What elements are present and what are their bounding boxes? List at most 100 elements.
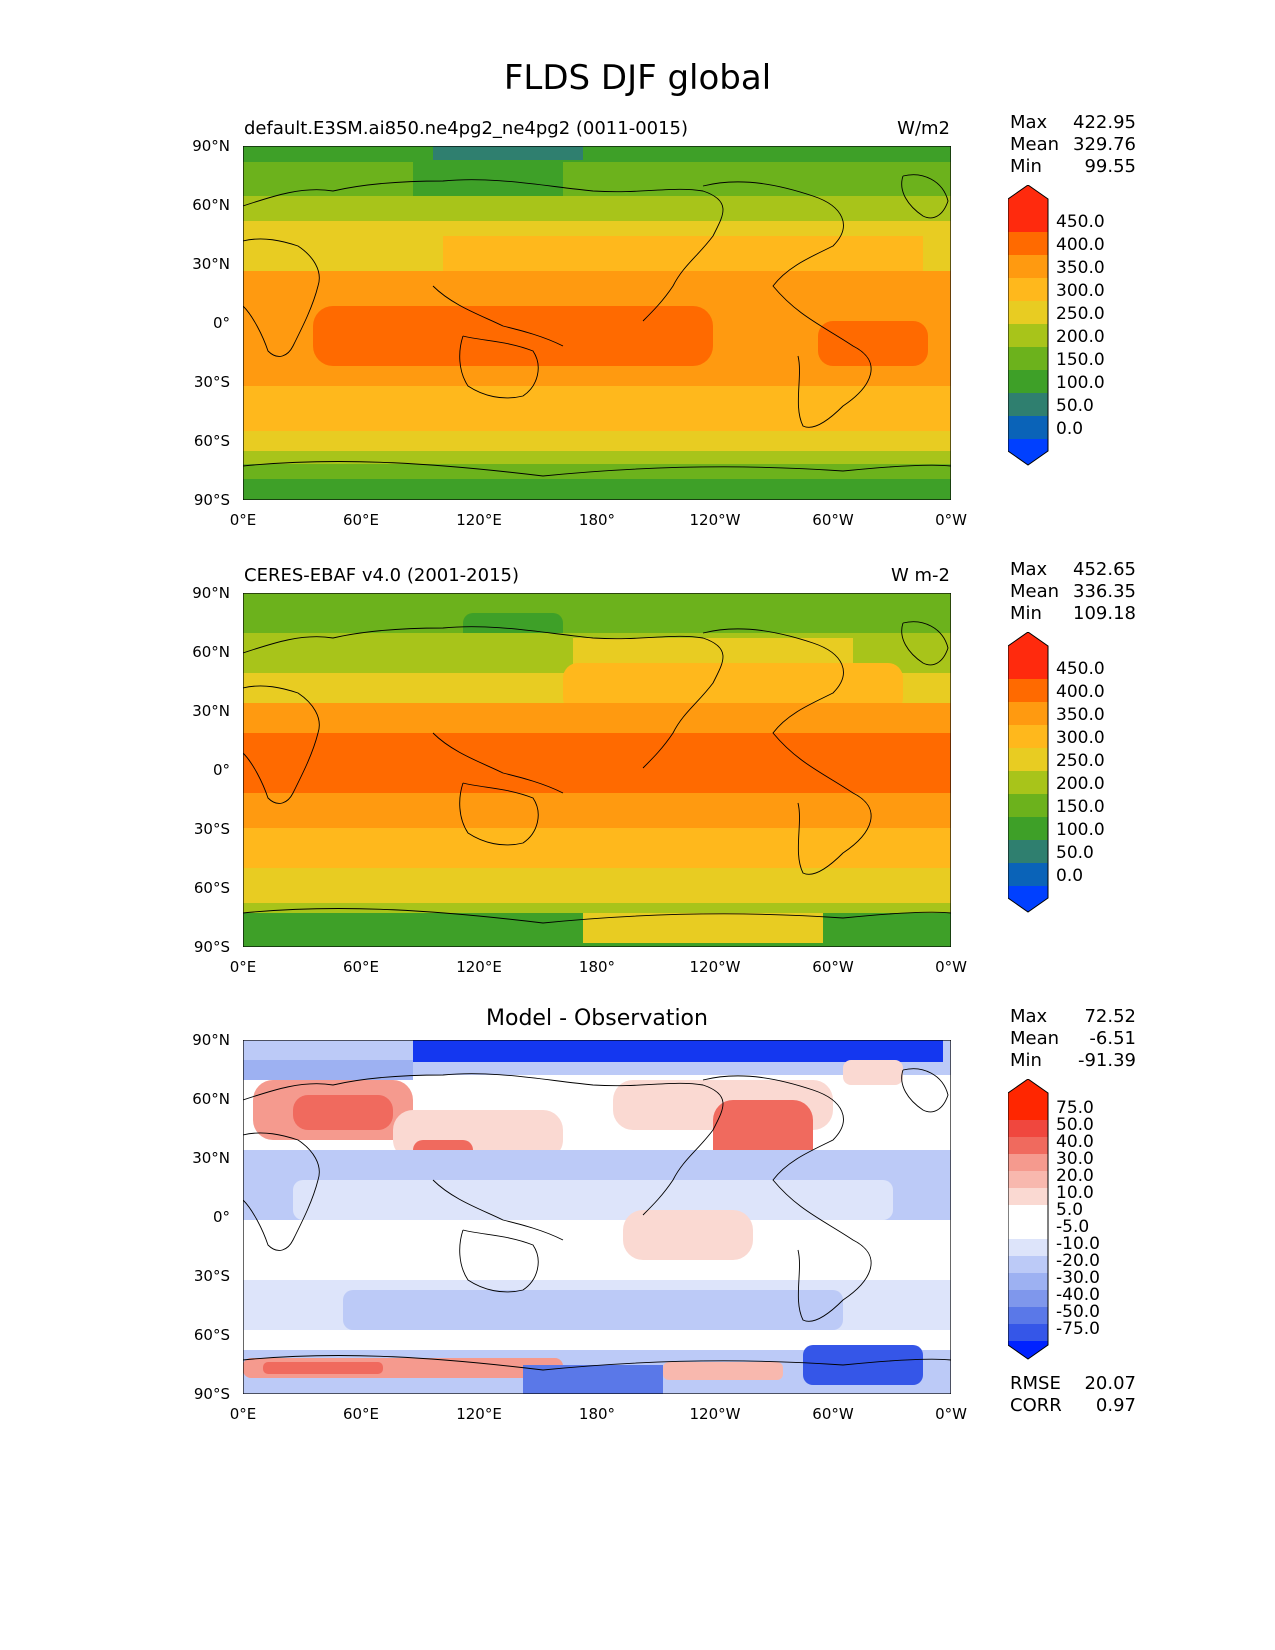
stat-value: 72.52	[1084, 1006, 1136, 1027]
panel2-units: W m-2	[890, 565, 950, 586]
lat-tick: 30°S	[193, 1267, 230, 1285]
lat-tick: 0°	[212, 761, 230, 779]
lat-tick: 60°S	[193, 432, 230, 450]
lat-tick: 90°S	[193, 938, 230, 956]
colorbar-label: 0.0	[1056, 866, 1084, 886]
metric-value: 0.97	[1095, 1395, 1136, 1416]
colorbar-label: 450.0	[1056, 212, 1105, 232]
lat-tick: 60°N	[192, 643, 230, 661]
colorbar-label: -5.0	[1056, 1217, 1090, 1237]
lon-tick: 0°E	[229, 1405, 257, 1423]
lat-tick: 90°S	[193, 491, 230, 509]
lat-tick: 90°N	[192, 1031, 230, 1049]
stat-label: Max	[1010, 112, 1048, 133]
stat-value: -91.39	[1077, 1050, 1136, 1071]
colorbar-label: 50.0	[1056, 396, 1094, 416]
stat-value: 452.65	[1073, 559, 1136, 580]
lat-tick: 60°S	[193, 879, 230, 897]
lat-tick: 60°S	[193, 1326, 230, 1344]
stat-label: Max	[1010, 559, 1048, 580]
lon-tick: 0°E	[229, 511, 257, 529]
colorbar-label: 250.0	[1056, 304, 1105, 324]
stat-label: Min	[1010, 603, 1042, 624]
lat-tick: 30°S	[193, 820, 230, 838]
colorbar-label: -30.0	[1056, 1268, 1100, 1288]
stat-value: 336.35	[1073, 581, 1136, 602]
colorbar-label: 0.0	[1056, 419, 1084, 439]
figure-title: FLDS DJF global	[503, 58, 772, 98]
lon-tick: 0°W	[935, 1405, 967, 1423]
colorbar-label: 200.0	[1056, 774, 1105, 794]
colorbar-label: 450.0	[1056, 659, 1105, 679]
colorbar-label: 10.0	[1056, 1183, 1094, 1203]
lon-tick: 180°	[578, 1405, 616, 1423]
lon-tick: 60°E	[342, 958, 380, 976]
lon-tick: 120°E	[456, 511, 502, 529]
lon-tick: 60°W	[812, 958, 854, 976]
colorbar-label: -75.0	[1056, 1319, 1100, 1339]
lat-tick: 60°N	[192, 1090, 230, 1108]
lon-tick: 120°E	[456, 958, 502, 976]
lon-tick: 60°E	[342, 511, 380, 529]
lon-tick: 60°E	[342, 1405, 380, 1423]
stat-label: Mean	[1010, 134, 1060, 155]
stat-value: 109.18	[1073, 603, 1136, 624]
panel1-units: W/m2	[897, 118, 950, 139]
panel2-left-title: CERES-EBAF v4.0 (2001-2015)	[244, 565, 520, 586]
metric-label: RMSE	[1010, 1373, 1061, 1394]
lat-tick: 0°	[212, 1208, 230, 1226]
colorbar-label: 30.0	[1056, 1149, 1094, 1169]
lon-tick: 60°W	[812, 511, 854, 529]
coastlines	[243, 1068, 951, 1371]
stat-label: Mean	[1010, 581, 1060, 602]
panel1-map	[243, 146, 951, 500]
stat-label: Min	[1010, 156, 1042, 177]
panel2-colorbar	[1008, 632, 1049, 913]
panel1-left-title: default.E3SM.ai850.ne4pg2_ne4pg2 (0011-0…	[244, 118, 689, 139]
colorbar-label: -10.0	[1056, 1234, 1100, 1254]
lon-tick: 120°W	[689, 1405, 741, 1423]
lat-tick: 90°N	[192, 584, 230, 602]
colorbar-label: 300.0	[1056, 281, 1105, 301]
panel3-stats: Max 72.52 Mean -6.51 Min -91.39	[1010, 1006, 1136, 1072]
lon-tick: 180°	[578, 511, 616, 529]
colorbar-label: 200.0	[1056, 327, 1105, 347]
panel1-colorbar	[1008, 185, 1049, 466]
colorbar-label: 250.0	[1056, 751, 1105, 771]
stat-value: 329.76	[1073, 134, 1136, 155]
stat-label: Max	[1010, 1006, 1048, 1027]
colorbar-label: 300.0	[1056, 728, 1105, 748]
lon-tick: 180°	[578, 958, 616, 976]
colorbar-label: 75.0	[1056, 1098, 1094, 1118]
coastlines	[243, 174, 951, 477]
lon-tick: 0°E	[229, 958, 257, 976]
colorbar-label: 400.0	[1056, 682, 1105, 702]
coastlines	[243, 621, 951, 924]
colorbar-label: 40.0	[1056, 1132, 1094, 1152]
colorbar-label: 150.0	[1056, 350, 1105, 370]
colorbar-label: 350.0	[1056, 705, 1105, 725]
colorbar-label: 20.0	[1056, 1166, 1094, 1186]
panel3-center-title: Model - Observation	[486, 1006, 708, 1031]
colorbar-label: 100.0	[1056, 820, 1105, 840]
lat-tick: 30°N	[192, 255, 230, 273]
colorbar-label: 50.0	[1056, 843, 1094, 863]
panel3-metrics: RMSE 20.07 CORR 0.97	[1010, 1373, 1136, 1417]
colorbar-label: 5.0	[1056, 1200, 1084, 1220]
metric-label: CORR	[1010, 1395, 1062, 1416]
lat-tick: 30°S	[193, 373, 230, 391]
panel2-stats: Max 452.65 Mean 336.35 Min 109.18	[1010, 559, 1136, 625]
colorbar-label: 100.0	[1056, 373, 1105, 393]
lat-tick: 60°N	[192, 196, 230, 214]
stat-label: Mean	[1010, 1028, 1060, 1049]
lat-tick: 0°	[212, 314, 230, 332]
stat-value: -6.51	[1089, 1028, 1136, 1049]
lon-tick: 60°W	[812, 1405, 854, 1423]
panel3-colorbar	[1008, 1079, 1049, 1360]
lon-tick: 120°W	[689, 511, 741, 529]
lat-tick: 90°S	[193, 1385, 230, 1403]
colorbar-label: -50.0	[1056, 1302, 1100, 1322]
lat-tick: 30°N	[192, 702, 230, 720]
lon-tick: 0°W	[935, 958, 967, 976]
colorbar-label: 50.0	[1056, 1115, 1094, 1135]
